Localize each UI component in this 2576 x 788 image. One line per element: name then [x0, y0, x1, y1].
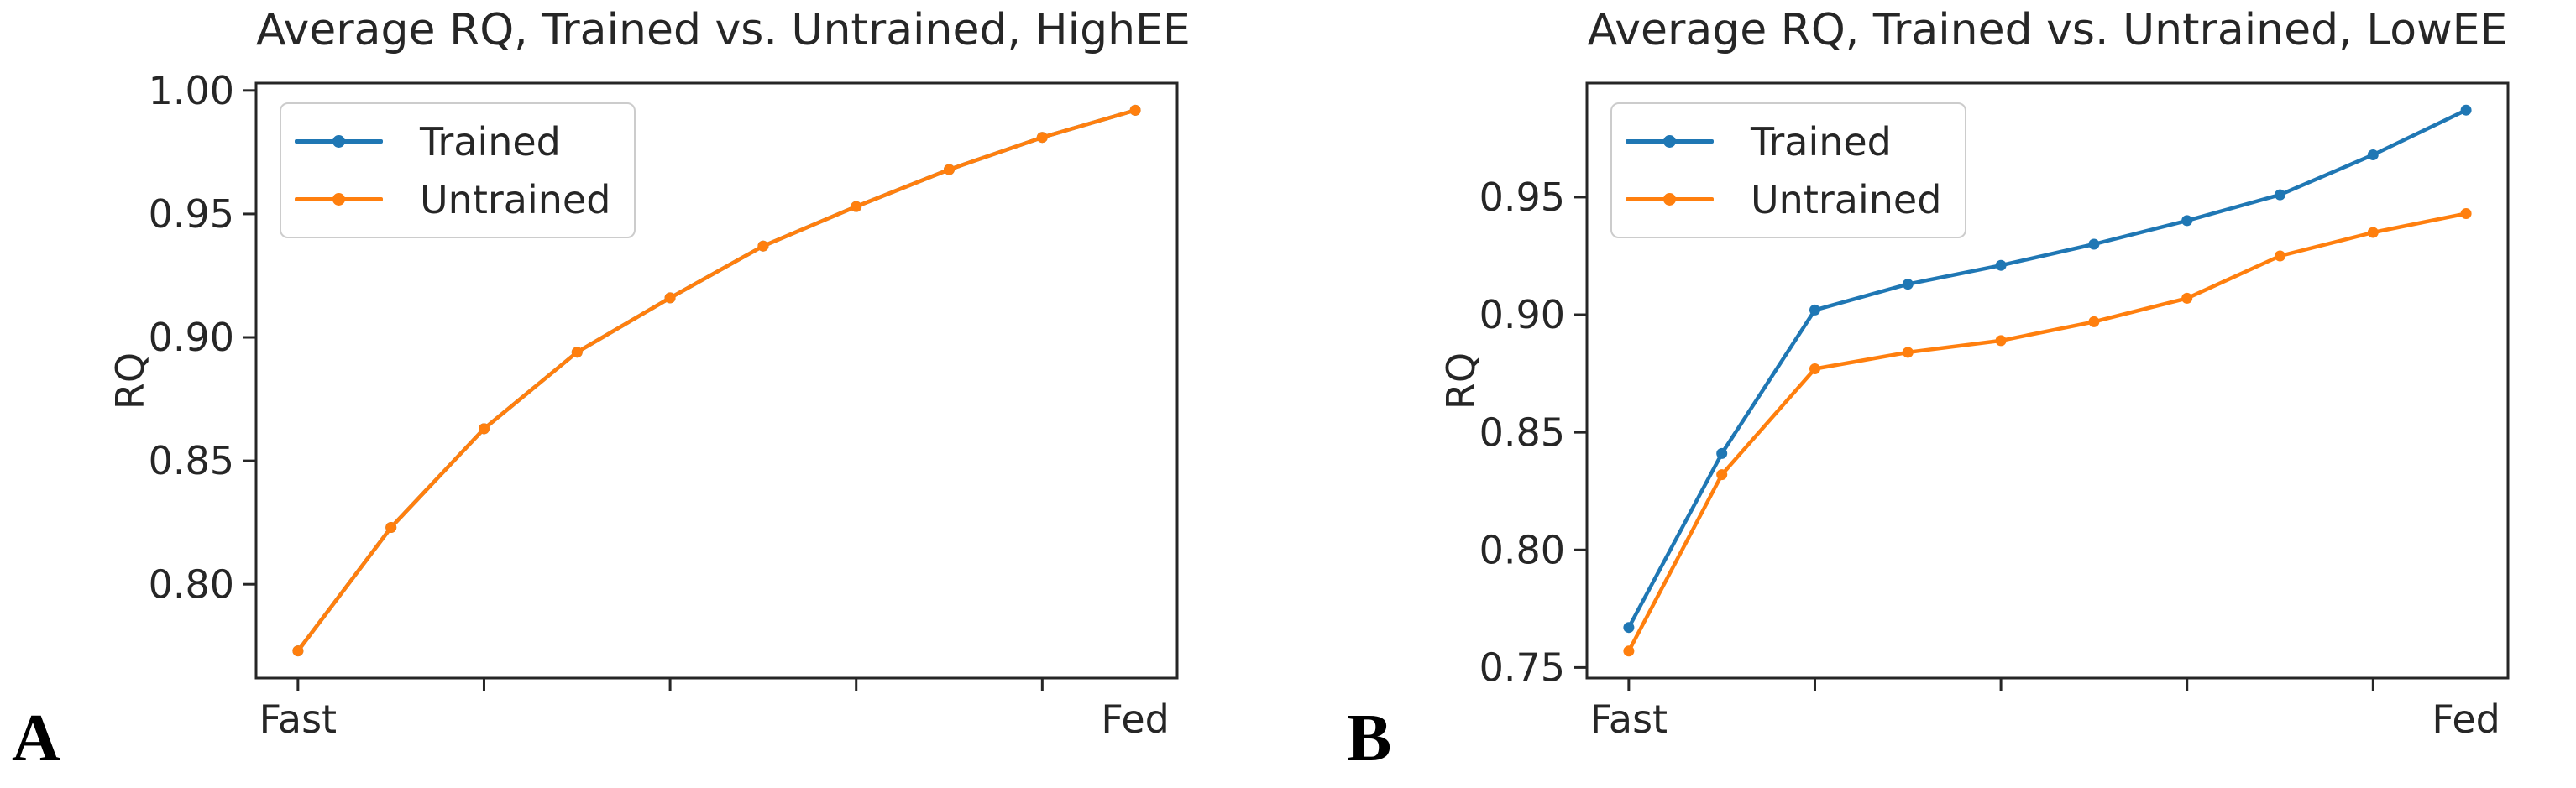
svg-text:0.90: 0.90: [1479, 292, 1565, 337]
legend-item-trained: Trained: [295, 117, 634, 167]
untrained-line-swatch: [295, 193, 383, 206]
svg-text:1.00: 1.00: [149, 68, 234, 113]
legend-item-untrained: Untrained: [295, 175, 634, 225]
legend-label-trained: Trained: [420, 118, 561, 164]
panel-a-legend: Trained Untrained: [280, 102, 636, 238]
panel-a-plot: 0.80 0.85 0.90 0.95 1.00: [149, 68, 1179, 691]
svg-text:0.80: 0.80: [1479, 527, 1565, 572]
svg-text:0.75: 0.75: [1479, 644, 1565, 690]
svg-text:0.95: 0.95: [149, 191, 234, 237]
panel-letter-b: B: [1347, 702, 1392, 775]
trained-line-swatch: [295, 135, 383, 149]
panel-a: 0.80 0.85 0.90 0.95 1.00 Average RQ, Trained…: [12, 5, 1191, 775]
legend-label-untrained: Untrained: [1751, 176, 1942, 222]
untrained-line-swatch: [1626, 193, 1714, 206]
svg-text:0.85: 0.85: [1479, 410, 1565, 455]
svg-text:0.85: 0.85: [149, 438, 234, 483]
svg-text:0.80: 0.80: [149, 561, 234, 607]
panel-a-y-axis-label: RQ: [107, 352, 153, 410]
legend-item-trained: Trained: [1626, 117, 1965, 167]
legend-label-untrained: Untrained: [420, 176, 611, 222]
legend-label-trained: Trained: [1751, 118, 1892, 164]
panel-b-y-axis-label: RQ: [1438, 352, 1484, 410]
panel-b-title: Average RQ, Trained vs. Untrained, LowEE: [1587, 5, 2508, 55]
panel-b-legend: Trained Untrained: [1610, 102, 1966, 238]
trained-line-swatch: [1626, 135, 1714, 149]
svg-text:0.95: 0.95: [1479, 175, 1565, 220]
panel-b-x-tick-label-fed: Fed: [2432, 697, 2500, 742]
legend-item-untrained: Untrained: [1626, 175, 1965, 225]
panel-b-x-tick-label-fast: Fast: [1589, 697, 1668, 742]
panel-letter-a: A: [12, 702, 60, 775]
panel-b-plot: 0.75 0.80 0.85 0.90 0.95: [1479, 81, 2510, 691]
panel-a-x-tick-label-fast: Fast: [259, 697, 338, 742]
panel-b: 0.75 0.80 0.85 0.90 0.95 Average RQ, Trained…: [1288, 0, 2576, 788]
panel-a-title: Average RQ, Trained vs. Untrained, HighE…: [256, 5, 1191, 55]
svg-text:0.90: 0.90: [149, 315, 234, 360]
panel-a-x-tick-label-fed: Fed: [1101, 697, 1170, 742]
